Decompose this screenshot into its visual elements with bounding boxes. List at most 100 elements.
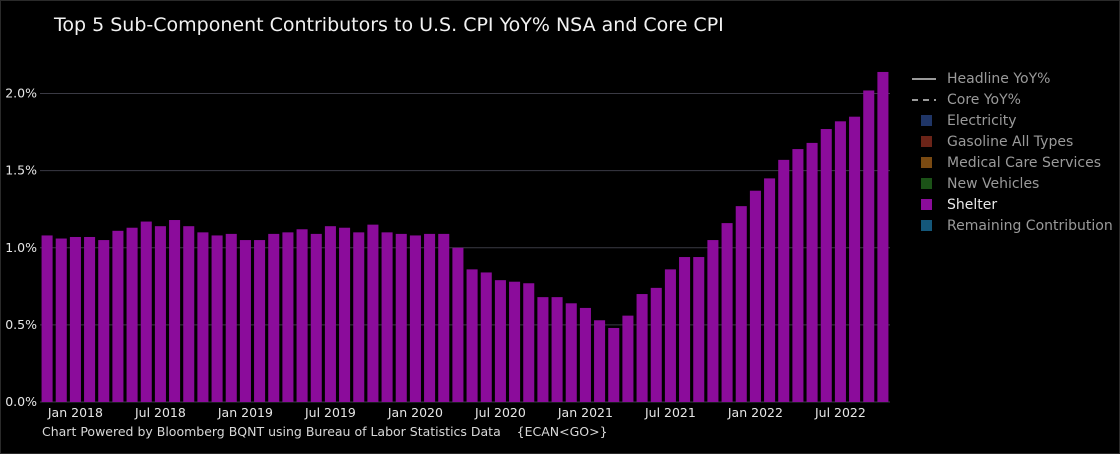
legend-label: Electricity (947, 112, 1017, 129)
shelter-bar[interactable] (239, 240, 251, 402)
shelter-bar[interactable] (126, 227, 138, 402)
shelter-bar[interactable] (594, 320, 606, 402)
y-tick-label: 1.5% (5, 163, 37, 178)
shelter-bar[interactable] (353, 232, 365, 402)
shelter-bar[interactable] (310, 233, 322, 402)
shelter-bar[interactable] (679, 257, 691, 402)
x-tick-label: Jan 2021 (557, 405, 613, 420)
shelter-bar[interactable] (537, 297, 549, 402)
y-tick-label: 2.0% (5, 86, 37, 101)
y-tick-label: 0.0% (5, 394, 37, 409)
shelter-bar[interactable] (466, 269, 478, 402)
shelter-bar[interactable] (169, 220, 181, 402)
shelter-bar[interactable] (296, 229, 308, 402)
shelter-bar[interactable] (523, 283, 535, 402)
solid-line-icon (910, 72, 938, 86)
legend-item-medical-care-services[interactable]: Medical Care Services (910, 152, 1115, 173)
shelter-bar[interactable] (98, 240, 110, 402)
shelter-bar[interactable] (551, 297, 563, 402)
square-icon (910, 198, 938, 212)
legend-item-headline-yoy-[interactable]: Headline YoY% (910, 68, 1115, 89)
shelter-bar[interactable] (579, 307, 591, 402)
legend-label: Core YoY% (947, 91, 1021, 108)
shelter-bar[interactable] (650, 287, 662, 402)
x-tick-label: Jul 2018 (134, 405, 186, 420)
legend-item-gasoline-all-types[interactable]: Gasoline All Types (910, 131, 1115, 152)
shelter-bar[interactable] (55, 238, 67, 402)
bar-layer (41, 71, 889, 403)
shelter-bar[interactable] (84, 236, 96, 402)
shelter-bar[interactable] (693, 257, 705, 402)
shelter-bar[interactable] (664, 269, 676, 402)
square-icon (910, 177, 938, 191)
shelter-bar[interactable] (254, 240, 266, 402)
shelter-bar[interactable] (494, 280, 506, 402)
shelter-bar[interactable] (877, 71, 889, 402)
legend-item-remaining-contribution[interactable]: Remaining Contribution (910, 215, 1115, 236)
shelter-bar[interactable] (565, 303, 577, 402)
shelter-bar[interactable] (183, 226, 195, 402)
shelter-bar[interactable] (863, 90, 875, 403)
legend-label: Medical Care Services (947, 154, 1101, 171)
shelter-bar[interactable] (381, 232, 393, 402)
shelter-bar[interactable] (792, 149, 804, 402)
shelter-bar[interactable] (749, 190, 761, 402)
shelter-bar[interactable] (154, 226, 166, 402)
shelter-bar[interactable] (268, 233, 280, 402)
shelter-bar[interactable] (339, 227, 351, 402)
x-tick-label: Jul 2022 (814, 405, 866, 420)
x-tick-label: Jan 2020 (387, 405, 443, 420)
chart-title: Top 5 Sub-Component Contributors to U.S.… (54, 14, 724, 36)
legend-item-shelter[interactable]: Shelter (910, 194, 1115, 215)
shelter-bar[interactable] (834, 121, 846, 402)
shelter-bar[interactable] (764, 178, 776, 402)
shelter-bar[interactable] (820, 129, 832, 402)
x-tick-label: Jan 2019 (217, 405, 273, 420)
shelter-bar[interactable] (480, 272, 492, 402)
shelter-bar[interactable] (211, 235, 223, 402)
shelter-bar[interactable] (225, 233, 237, 402)
shelter-bar[interactable] (409, 235, 421, 402)
legend-item-electricity[interactable]: Electricity (910, 110, 1115, 131)
shelter-bar[interactable] (622, 315, 634, 402)
shelter-bar[interactable] (41, 235, 53, 402)
square-icon (910, 114, 938, 128)
shelter-bar[interactable] (849, 116, 861, 402)
y-tick-label: 0.5% (5, 317, 37, 332)
legend: Headline YoY% Core YoY% Electricity Gasolin… (910, 68, 1115, 236)
shelter-bar[interactable] (324, 226, 336, 402)
legend-item-core-yoy-[interactable]: Core YoY% (910, 89, 1115, 110)
shelter-bar[interactable] (367, 224, 379, 402)
shelter-bar[interactable] (806, 142, 818, 402)
legend-item-new-vehicles[interactable]: New Vehicles (910, 173, 1115, 194)
shelter-bar[interactable] (608, 327, 620, 402)
x-tick-label: Jul 2020 (474, 405, 526, 420)
dashed-line-icon (910, 93, 938, 107)
grid-layer (40, 93, 890, 403)
shelter-bar[interactable] (438, 233, 450, 402)
shelter-bar[interactable] (636, 294, 648, 402)
legend-label: Headline YoY% (947, 70, 1051, 87)
x-tick-label: Jan 2018 (47, 405, 103, 420)
shelter-bar[interactable] (735, 206, 747, 402)
shelter-bar[interactable] (509, 281, 521, 402)
shelter-bar[interactable] (395, 233, 407, 402)
x-tick-label: Jul 2019 (304, 405, 356, 420)
legend-label: Remaining Contribution (947, 217, 1113, 234)
shelter-bar[interactable] (69, 236, 81, 402)
shelter-bar[interactable] (112, 230, 124, 402)
shelter-bar[interactable] (140, 221, 152, 402)
shelter-bar[interactable] (452, 247, 464, 402)
x-tick-label: Jul 2021 (644, 405, 696, 420)
shelter-bar[interactable] (197, 232, 209, 402)
x-tick-label: Jan 2022 (727, 405, 783, 420)
shelter-bar[interactable] (282, 232, 294, 402)
shelter-bar[interactable] (707, 240, 719, 402)
shelter-bar[interactable] (778, 159, 790, 402)
shelter-bar[interactable] (424, 233, 436, 402)
shelter-bar[interactable] (721, 223, 733, 402)
y-axis-ticks: 0.0% 0.5% 1.0% 1.5% 2.0% (5, 86, 37, 409)
legend-label: Gasoline All Types (947, 133, 1074, 150)
legend-label: Shelter (947, 196, 998, 213)
